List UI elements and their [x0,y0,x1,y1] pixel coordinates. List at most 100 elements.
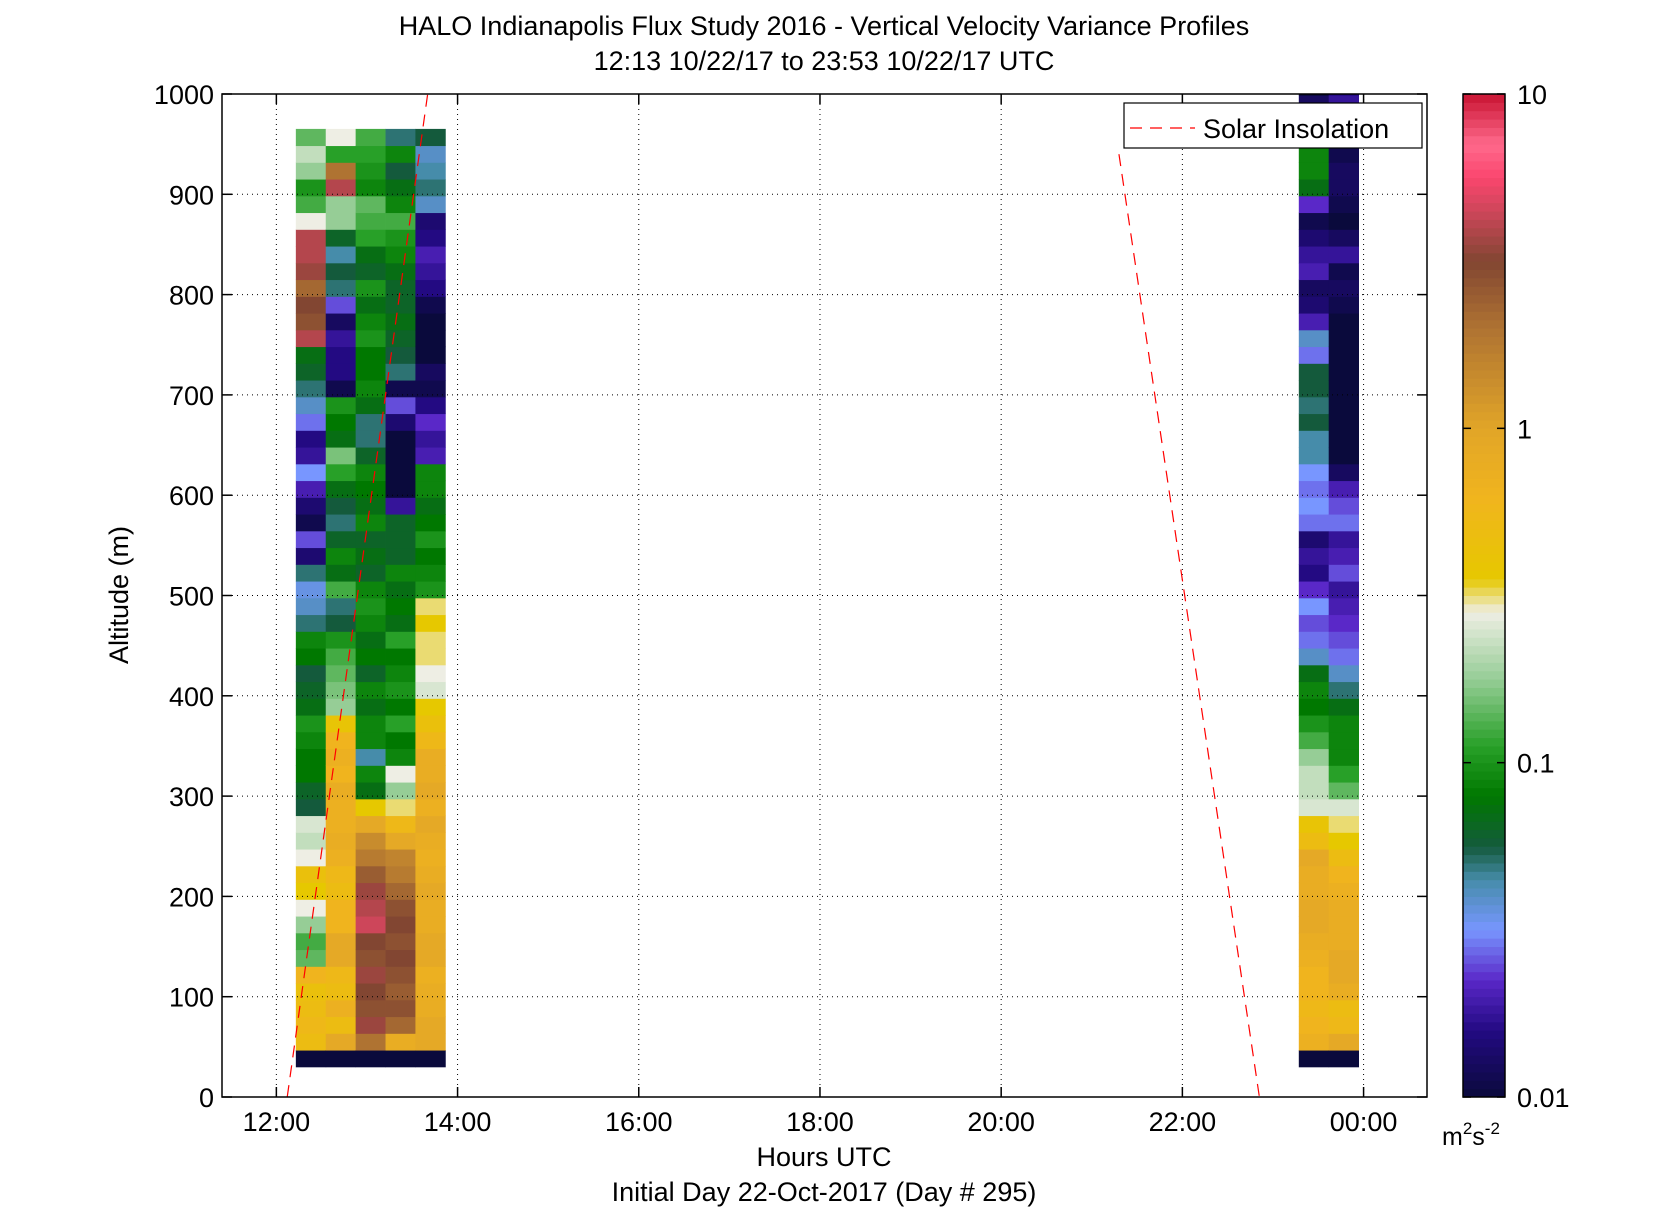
colorbar-scale [1463,94,1505,1098]
heatmap-cell [1328,162,1359,180]
heatmap-cell [385,195,416,214]
heatmap-cell [385,497,416,515]
heatmap-cell [355,413,386,431]
colorbar-cell [1463,252,1505,262]
heatmap-cell [355,865,386,884]
heatmap-cell [1328,815,1359,833]
footer-label: Initial Day 22-Oct-2017 (Day # 295) [612,1177,1037,1207]
heatmap-cell [325,447,357,465]
heatmap-cell [295,530,327,549]
colorbar-cell [1463,879,1505,889]
colorbar-cell [1463,119,1505,128]
heatmap-cell [1298,916,1330,934]
solar-insolation-line [286,94,429,1097]
heatmap-cell [1328,1050,1359,1068]
heatmap-cell [1328,983,1359,1001]
colorbar-cell [1463,771,1505,780]
heatmap-cell [385,932,416,951]
colorbar-cell [1463,344,1505,354]
colorbar-cell [1463,286,1505,296]
y-tick-label: 100 [169,983,214,1013]
heatmap-cell [325,748,357,766]
heatmap-cell [1298,949,1330,967]
heatmap-cell [325,865,357,884]
heatmap-cell [325,715,357,733]
heatmap-cell [355,363,386,381]
colorbar-cell [1463,762,1505,772]
heatmap-cell [295,346,327,364]
colorbar-cell [1463,637,1505,647]
heatmap-cell [385,179,416,197]
heatmap-cell [415,698,446,716]
colorbar-cell [1463,445,1505,454]
heatmap-cell [355,648,386,666]
heatmap-cell [1298,1050,1330,1068]
heatmap-cell [1298,899,1330,917]
heatmap-cell [1328,966,1359,984]
colorbar-cell [1463,946,1505,956]
heatmap-cell [385,447,416,465]
colorbar-cell [1463,1080,1505,1090]
heatmap-cell [385,681,416,699]
heatmap-cell [415,547,446,565]
colorbar-cell [1463,896,1505,906]
heatmap-cell [1298,715,1330,733]
heatmap-cell [325,597,357,616]
colorbar-cell [1463,486,1505,496]
heatmap-cell [415,128,446,147]
colorbar-cell [1463,954,1505,964]
heatmap-cell [1328,765,1359,783]
heatmap-cell [385,765,416,783]
heatmap-cell [1298,396,1330,415]
heatmap-cell [325,279,357,297]
colorbar-cell [1463,545,1505,555]
heatmap-cell [385,832,416,850]
heatmap-cell [1298,246,1330,264]
heatmap-cell [355,1033,386,1051]
heatmap-cell [385,547,416,565]
heatmap-cell [1328,279,1359,297]
heatmap-cell [1298,212,1330,230]
heatmap-cell [385,145,416,163]
heatmap-cell [1328,480,1359,498]
colorbar-cell [1463,1071,1505,1081]
heatmap-cell [295,547,327,565]
heatmap-cell [415,966,446,984]
heatmap-cell [385,430,416,448]
heatmap-cell [1298,1016,1330,1034]
heatmap-cell [1328,380,1359,398]
heatmap-cell [385,246,416,264]
heatmap-cell [1328,179,1359,197]
heatmap-cell [355,597,386,616]
heatmap-cell [1298,279,1330,297]
heatmap-cell [415,296,446,314]
heatmap-cell [295,966,327,984]
heatmap-cell [1328,681,1359,699]
colorbar-cell [1463,1013,1505,1023]
chart-subtitle: 12:13 10/22/17 to 23:53 10/22/17 UTC [594,46,1055,76]
heatmap-cell [325,614,357,632]
colorbar-cell [1463,971,1505,981]
colorbar-cell [1463,453,1505,463]
heatmap-cell [1328,212,1359,230]
heatmap-cell [355,463,386,482]
y-tick-label: 800 [169,281,214,311]
heatmap-cell [1328,262,1359,281]
heatmap-cell [385,463,416,482]
heatmap-cell [385,698,416,716]
heatmap-cell [325,313,357,331]
heatmap-cell [1328,899,1359,917]
heatmap-cell [1298,597,1330,616]
heatmap-cell [1328,313,1359,331]
heatmap-cell [1298,664,1330,683]
heatmap-cell [415,715,446,733]
heatmap-cell [415,681,446,699]
colorbar-cell [1463,436,1505,446]
heatmap-cell [295,581,327,599]
heatmap-cell [1298,631,1330,649]
heatmap-cell [295,514,327,532]
colorbar-cell [1463,236,1505,245]
colorbar-cell [1463,394,1505,404]
y-tick-label: 1000 [154,80,214,110]
